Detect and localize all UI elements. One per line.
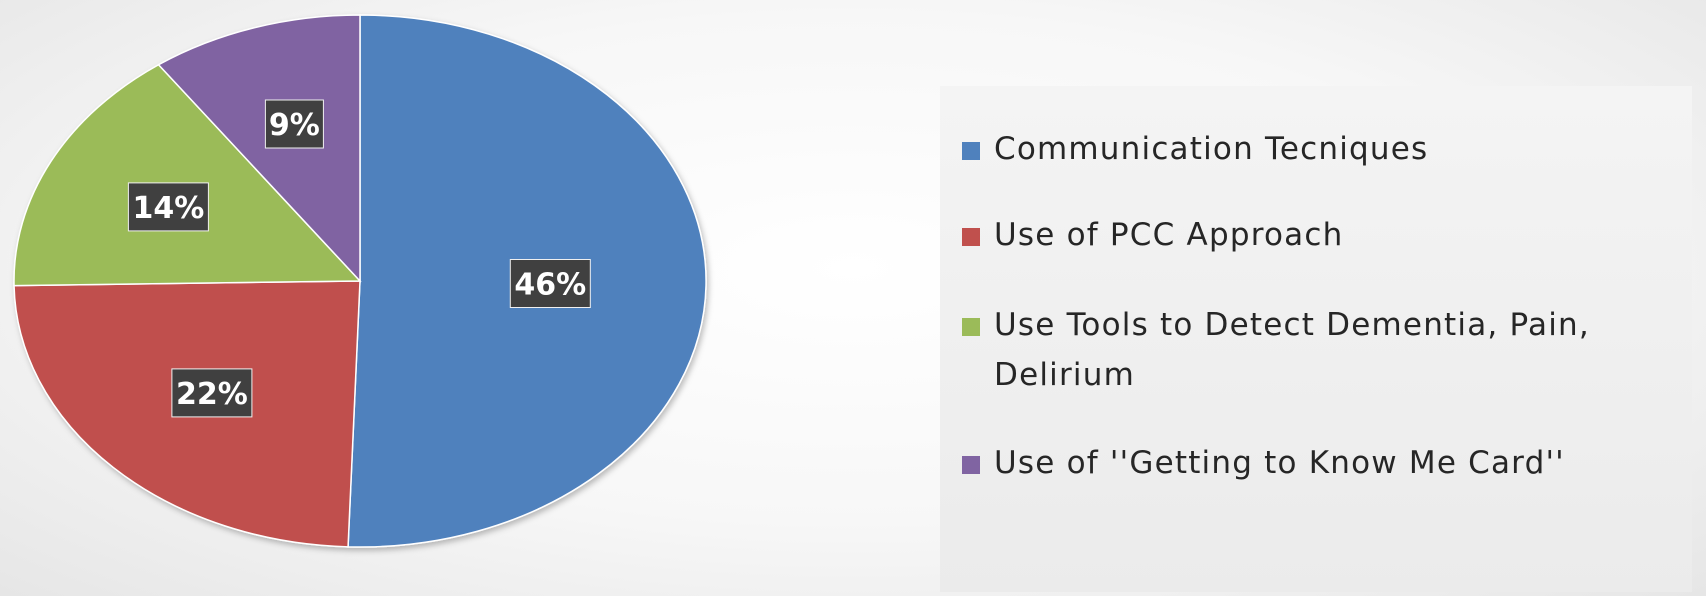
data-label: 14% <box>127 182 209 232</box>
legend-item-card: Use of ''Getting to Know Me Card'' <box>962 438 1684 488</box>
legend-item-tools: Use Tools to Detect Dementia, Pain, Deli… <box>962 300 1684 400</box>
data-label-box <box>127 182 209 232</box>
data-label-text: 14% <box>132 191 204 226</box>
legend-label: Communication Tecniques <box>994 131 1429 167</box>
legend-swatch <box>962 228 980 246</box>
slice-tools <box>13 63 362 287</box>
data-label-box <box>171 368 253 418</box>
legend-item-pcc: Use of PCC Approach <box>962 210 1684 260</box>
data-label: 46% <box>509 259 591 308</box>
legend-item-communication: Communication Tecniques <box>962 124 1684 174</box>
legend-label: Use of PCC Approach <box>994 217 1344 253</box>
legend: Communication Tecniques Use of PCC Appro… <box>940 86 1692 592</box>
data-label-text: 9% <box>269 108 320 143</box>
legend-swatch <box>962 456 980 474</box>
data-label: 22% <box>171 368 253 418</box>
data-label: 9% <box>264 99 324 149</box>
data-label-box <box>509 259 591 308</box>
data-label-box <box>264 99 324 149</box>
data-label-text: 46% <box>514 268 586 303</box>
legend-swatch <box>962 318 980 336</box>
legend-swatch <box>962 142 980 160</box>
legend-label: Use Tools to Detect Dementia, Pain, Deli… <box>994 307 1590 393</box>
slice-card <box>157 14 361 283</box>
data-label-text: 22% <box>176 377 248 412</box>
legend-label: Use of ''Getting to Know Me Card'' <box>994 445 1565 481</box>
